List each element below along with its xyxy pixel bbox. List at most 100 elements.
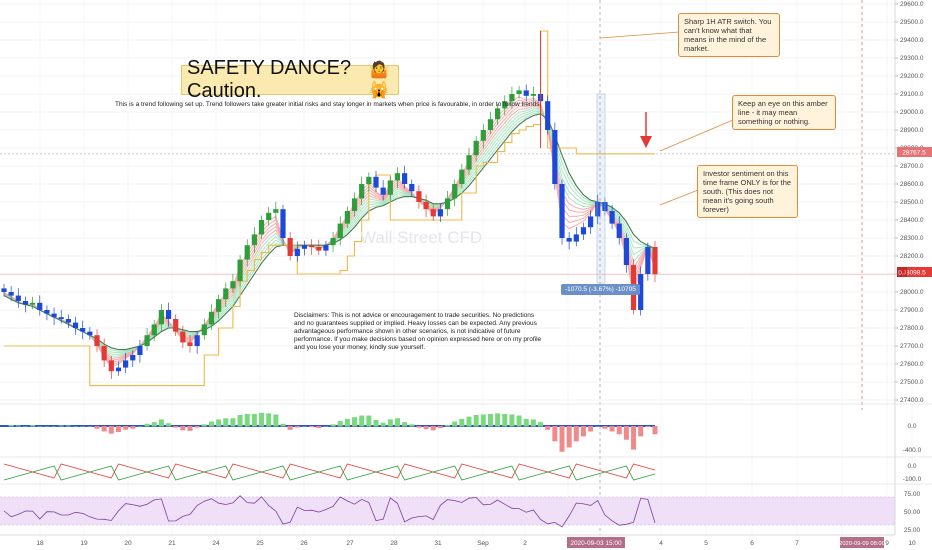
osc-tick-1-418: -100.0 xyxy=(903,476,922,483)
momentum-bar-391 xyxy=(502,413,508,427)
candle-body-169 xyxy=(137,346,143,355)
candle-body-137 xyxy=(22,301,29,305)
momentum-bar-355 xyxy=(244,413,250,427)
candle-body-241 xyxy=(394,173,401,181)
momentum-bar-366 xyxy=(323,426,329,427)
arrow-head-317 xyxy=(640,136,652,148)
momentum-bar-349 xyxy=(201,424,207,427)
candle-body-289 xyxy=(566,238,572,242)
candle-body-249 xyxy=(423,202,429,210)
momentum-bar-364 xyxy=(309,426,315,428)
y-tick-label-62: 29400.0 xyxy=(900,37,924,44)
momentum-bar-365 xyxy=(316,426,322,429)
momentum-bar-385 xyxy=(459,418,465,427)
candle-body-255 xyxy=(444,198,451,210)
momentum-bar-371 xyxy=(359,415,365,427)
momentum-bar-329 xyxy=(58,425,64,427)
momentum-bar-323 xyxy=(15,425,21,427)
momentum-bar-394 xyxy=(523,418,529,427)
momentum-bar-348 xyxy=(194,426,200,428)
candle-body-139 xyxy=(30,302,36,305)
candle-body-257 xyxy=(452,184,458,199)
candle-body-267 xyxy=(487,119,494,130)
rsi-tick-0-423: 75.00 xyxy=(904,491,921,498)
candle-body-153 xyxy=(80,328,86,332)
chart-title-box: SAFETY DANCE? Caution. 🤷🙀 xyxy=(181,57,399,102)
momentum-bar-373 xyxy=(373,419,379,427)
momentum-bar-327 xyxy=(44,426,50,427)
momentum-bar-334 xyxy=(94,426,100,429)
candle-body-159 xyxy=(101,346,107,361)
x-tick-label-87: 28 xyxy=(390,540,398,547)
x-tick-label-75: 20 xyxy=(124,540,132,547)
momentum-bar-363 xyxy=(301,426,307,427)
momentum-bar-325 xyxy=(30,424,36,427)
price-badge-d xyxy=(897,267,907,277)
amber-stop-line xyxy=(4,30,655,387)
candle-body-243 xyxy=(402,173,408,184)
candle-body-293 xyxy=(580,227,587,235)
momentum-bar-358 xyxy=(266,413,272,427)
candle-body-149 xyxy=(65,319,71,323)
candle-body-233 xyxy=(366,176,372,184)
momentum-bar-390 xyxy=(495,413,501,427)
momentum-bar-388 xyxy=(480,414,486,427)
momentum-bar-372 xyxy=(366,415,372,427)
momentum-bar-404 xyxy=(595,426,601,427)
momentum-bar-362 xyxy=(294,426,300,428)
x-tick-label-103: 7 xyxy=(795,540,799,547)
rsi-band-419 xyxy=(0,497,895,525)
momentum-bar-350 xyxy=(208,421,214,427)
rsi-line-422 xyxy=(3,495,656,528)
callout-amber-line: Keep an eye on this amber line - it may … xyxy=(732,95,836,130)
rsi-tick-1-424: 50.00 xyxy=(904,509,921,516)
candle-body-225 xyxy=(337,223,343,238)
momentum-bar-330 xyxy=(65,425,71,427)
candle-body-147 xyxy=(58,317,64,319)
momentum-bar-383 xyxy=(445,424,451,427)
y-tick-label-38: 28600.0 xyxy=(900,181,924,188)
momentum-bar-361 xyxy=(287,426,293,430)
price-candles xyxy=(1,31,658,379)
candle-body-221 xyxy=(323,245,329,251)
x-tick-label-79: 24 xyxy=(212,540,220,547)
momentum-bar-407 xyxy=(616,426,622,435)
momentum-bar-370 xyxy=(352,417,358,427)
momentum-bar-331 xyxy=(73,426,79,427)
candle-body-179 xyxy=(173,319,179,332)
candle-body-279 xyxy=(530,94,536,96)
candle-body-259 xyxy=(459,169,465,184)
momentum-bar-381 xyxy=(430,426,436,431)
y-tick-label-32: 28400.0 xyxy=(900,217,924,224)
momentum-bar-374 xyxy=(380,422,386,427)
candle-body-231 xyxy=(359,184,365,199)
momentum-bar-339 xyxy=(130,426,136,429)
momentum-bar-341 xyxy=(144,423,150,427)
leader-sentiment-320 xyxy=(659,189,699,206)
momentum-bar-410 xyxy=(638,426,644,437)
candle-body-261 xyxy=(466,155,472,170)
guide-lines xyxy=(0,0,895,535)
candle-body-211 xyxy=(287,238,293,256)
momentum-bar-359 xyxy=(273,414,279,427)
price-badge-bg xyxy=(897,267,932,277)
chart-title: SAFETY DANCE? Caution. xyxy=(187,57,352,102)
candle-body-171 xyxy=(144,335,150,346)
candle-body-151 xyxy=(72,322,79,328)
momentum-bar-411 xyxy=(645,426,651,428)
momentum-bar-353 xyxy=(230,418,236,427)
y-tick-label-35: 28500.0 xyxy=(900,199,924,206)
candle-body-189 xyxy=(208,311,215,325)
momentum-bar-356 xyxy=(251,413,257,427)
x-tick-label-99: 5 xyxy=(704,540,708,547)
amber-step-129 xyxy=(4,30,655,387)
momentum-bar-352 xyxy=(223,418,229,427)
y-tick-label-17: 27900.0 xyxy=(900,307,924,314)
x-tick-label-107: 9 xyxy=(885,540,889,547)
callout-atr-switch: Sharp 1H ATR switch. You can't know what… xyxy=(678,13,780,57)
momentum-bar-400 xyxy=(566,426,572,448)
candle-body-287 xyxy=(559,184,565,238)
candle-body-305 xyxy=(623,238,629,265)
momentum-bar-336 xyxy=(108,426,114,434)
momentum-bar-384 xyxy=(452,421,458,427)
